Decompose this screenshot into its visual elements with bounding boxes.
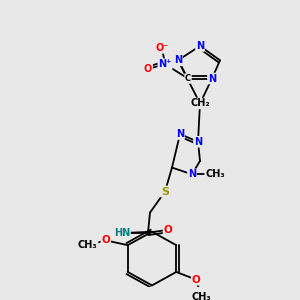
Text: O: O (144, 64, 152, 74)
Text: CH₃: CH₃ (191, 292, 211, 300)
Text: C: C (185, 74, 191, 83)
Text: N: N (196, 41, 204, 51)
Text: CH₃: CH₃ (78, 240, 98, 250)
Text: O: O (192, 274, 201, 285)
Text: O: O (164, 225, 172, 235)
Text: CH₃: CH₃ (205, 169, 225, 179)
Text: N: N (194, 137, 202, 147)
Text: HN: HN (114, 228, 130, 238)
Text: N: N (208, 74, 216, 83)
Text: N: N (176, 129, 184, 139)
Text: S: S (161, 187, 169, 196)
Text: O: O (101, 236, 110, 245)
Text: N: N (188, 169, 196, 179)
Text: O⁻: O⁻ (155, 43, 169, 53)
Text: N⁺: N⁺ (158, 59, 172, 69)
Text: N: N (174, 55, 182, 65)
Text: CH₂: CH₂ (190, 98, 210, 108)
